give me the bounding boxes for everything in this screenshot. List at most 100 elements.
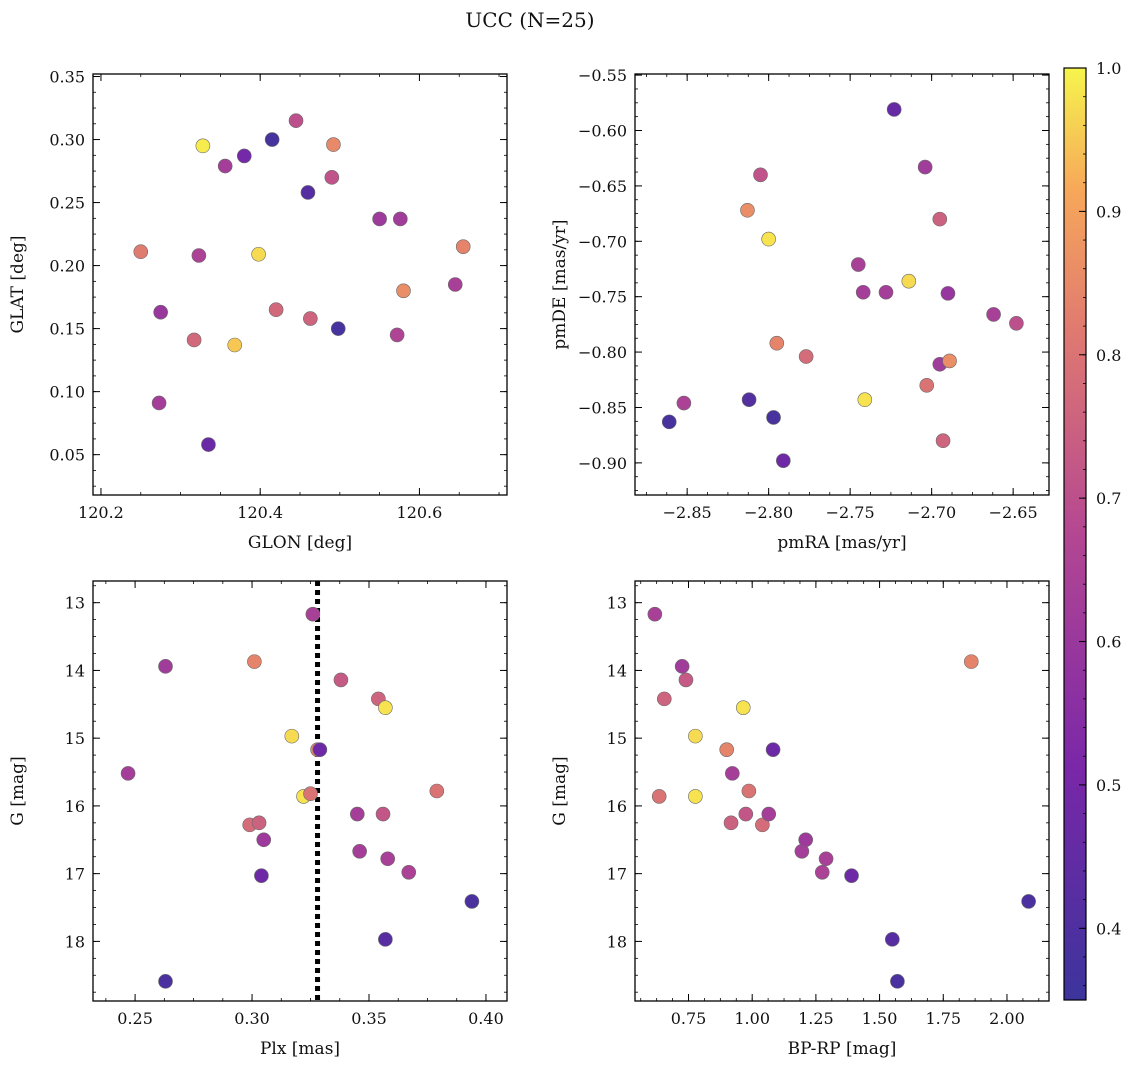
data-point (429, 783, 445, 799)
data-point (455, 239, 471, 254)
x-tick-label: −2.70 (907, 503, 956, 522)
data-point (766, 410, 781, 425)
data-point (753, 167, 768, 183)
y-tick-label: 18 (65, 932, 85, 951)
x-tick-label: −2.85 (663, 503, 712, 522)
data-point (890, 974, 905, 989)
axes-frame (92, 580, 508, 1002)
y-tick-label: 0.20 (49, 257, 85, 276)
x-tick-label: 0.35 (351, 1009, 387, 1028)
x-tick-label: 0.40 (468, 1009, 504, 1028)
data-point (719, 742, 735, 757)
y-tick-label: 0.30 (49, 131, 85, 150)
data-point (741, 783, 757, 799)
data-point (330, 321, 346, 336)
data-point (186, 332, 202, 348)
data-point (264, 132, 280, 147)
data-point (935, 433, 951, 449)
data-point (857, 392, 873, 408)
x-tick-label: −2.80 (744, 503, 793, 522)
data-point (333, 672, 349, 688)
y-axis-label: G [mag] (8, 756, 28, 825)
data-point (761, 806, 777, 822)
data-point (769, 335, 785, 351)
data-point (288, 113, 304, 128)
y-tick-label: 15 (65, 729, 85, 748)
y-tick-label: −0.75 (578, 288, 627, 307)
y-tick-label: 0.15 (49, 320, 85, 339)
y-tick-label: −0.80 (578, 343, 627, 362)
data-point (153, 304, 168, 320)
data-point (878, 284, 894, 300)
y-tick-label: 14 (65, 661, 85, 680)
data-point (676, 395, 692, 411)
data-point (755, 817, 770, 833)
x-axis-label: GLON [deg] (248, 533, 352, 553)
data-point (932, 211, 948, 227)
y-tick-label: −0.90 (578, 454, 627, 473)
x-tick-label: −2.75 (826, 503, 875, 522)
data-point (378, 700, 393, 715)
data-point (389, 327, 405, 343)
data-point (1021, 894, 1036, 909)
data-point (885, 932, 900, 947)
data-point (401, 864, 417, 880)
data-point (761, 231, 776, 247)
data-point (375, 806, 391, 822)
data-point (191, 248, 207, 263)
x-tick-label: 120.6 (397, 503, 443, 522)
data-point (251, 815, 267, 831)
data-point (986, 307, 1001, 322)
data-point (940, 286, 956, 301)
axes-frame (634, 580, 1050, 1002)
x-tick-label: 0.75 (671, 1009, 707, 1028)
x-tick-label: 0.25 (117, 1009, 153, 1028)
data-point (901, 273, 917, 289)
data-point (740, 202, 755, 218)
data-point (378, 932, 393, 947)
x-tick-label: 2.00 (989, 1009, 1025, 1028)
data-point (324, 170, 340, 185)
data-point (380, 851, 396, 867)
data-point (738, 806, 754, 822)
data-point (300, 185, 316, 200)
x-tick-label: 1.50 (862, 1009, 898, 1028)
data-point (151, 395, 167, 411)
panel-1: 120.2 120.4 120.6 0.05 0.10 0.15 0.20 0.25 0.30 0… (8, 68, 508, 553)
data-point (201, 437, 216, 452)
x-tick-label: 1.00 (734, 1009, 770, 1028)
data-point (350, 806, 365, 822)
data-point (725, 766, 740, 781)
data-point (236, 148, 252, 164)
y-axis-label: GLAT [deg] (8, 235, 28, 333)
x-axis-label: BP-RP [mag] (788, 1039, 897, 1059)
data-point (256, 832, 272, 848)
data-point (326, 137, 341, 152)
x-tick-label: 120.4 (237, 503, 283, 522)
colorbar-tick-label: 0.7 (1096, 489, 1121, 508)
data-point (776, 453, 791, 468)
data-point (647, 606, 663, 622)
data-point (765, 742, 781, 757)
y-axis-label: G [mag] (550, 756, 570, 825)
panel-2: −2.85 −2.80 −2.75 −2.70 −2.65 −0.90 −0.85 −0.80… (550, 66, 1050, 553)
data-point (305, 606, 321, 622)
data-point (661, 414, 677, 430)
colorbar-tick-label: 1.0 (1096, 59, 1121, 78)
data-point (850, 257, 866, 272)
y-tick-label: 17 (65, 865, 85, 884)
data-point (798, 349, 814, 364)
x-tick-label: 1.75 (925, 1009, 961, 1028)
colorbar-tick-label: 0.4 (1096, 919, 1121, 938)
data-point (247, 654, 262, 669)
axes-frame (634, 73, 1050, 496)
data-point (741, 392, 757, 408)
y-tick-label: 13 (607, 594, 627, 613)
data-point (158, 659, 173, 674)
data-point (919, 378, 935, 393)
y-tick-label: −0.85 (578, 398, 627, 417)
y-axis-label: pmDE [mas/yr] (550, 219, 570, 349)
data-point (651, 789, 667, 804)
data-point (818, 851, 834, 867)
